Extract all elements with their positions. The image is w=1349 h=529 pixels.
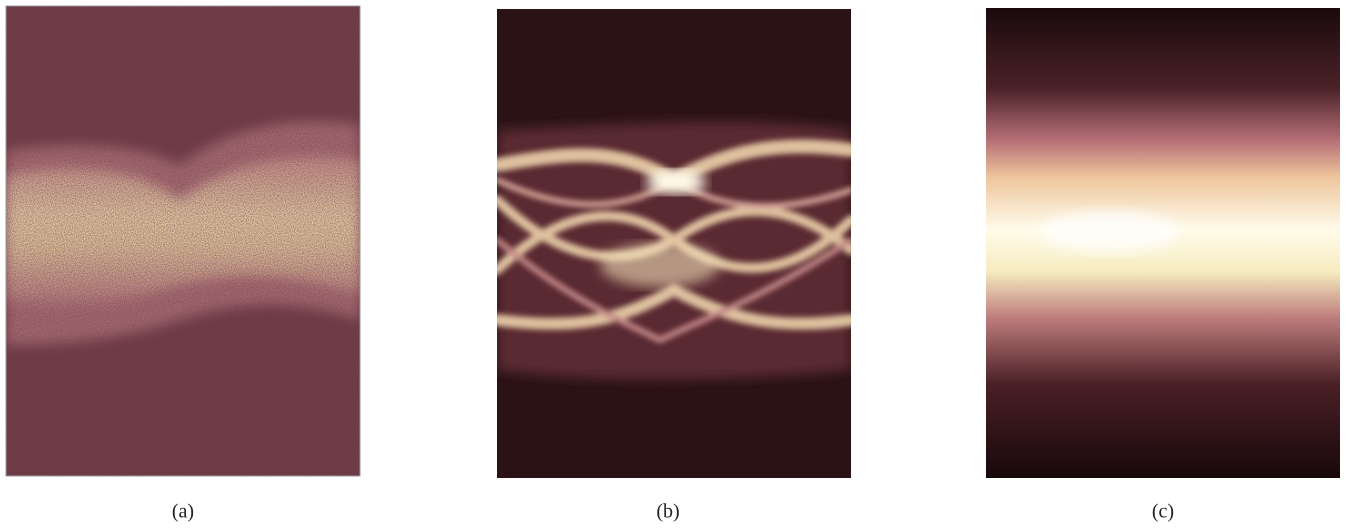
panel-b-image bbox=[497, 9, 851, 478]
panel-label: (c) bbox=[1152, 501, 1174, 523]
panel-label: (a) bbox=[172, 501, 194, 523]
figure: (a) (b) (c) bbox=[0, 0, 1349, 529]
panel-label: (b) bbox=[656, 501, 679, 523]
page: (a) (b) (c) (() => { const data = JSON.p… bbox=[0, 0, 1349, 529]
panel-a-image bbox=[6, 6, 360, 476]
panel-c-highlight bbox=[1040, 210, 1180, 254]
